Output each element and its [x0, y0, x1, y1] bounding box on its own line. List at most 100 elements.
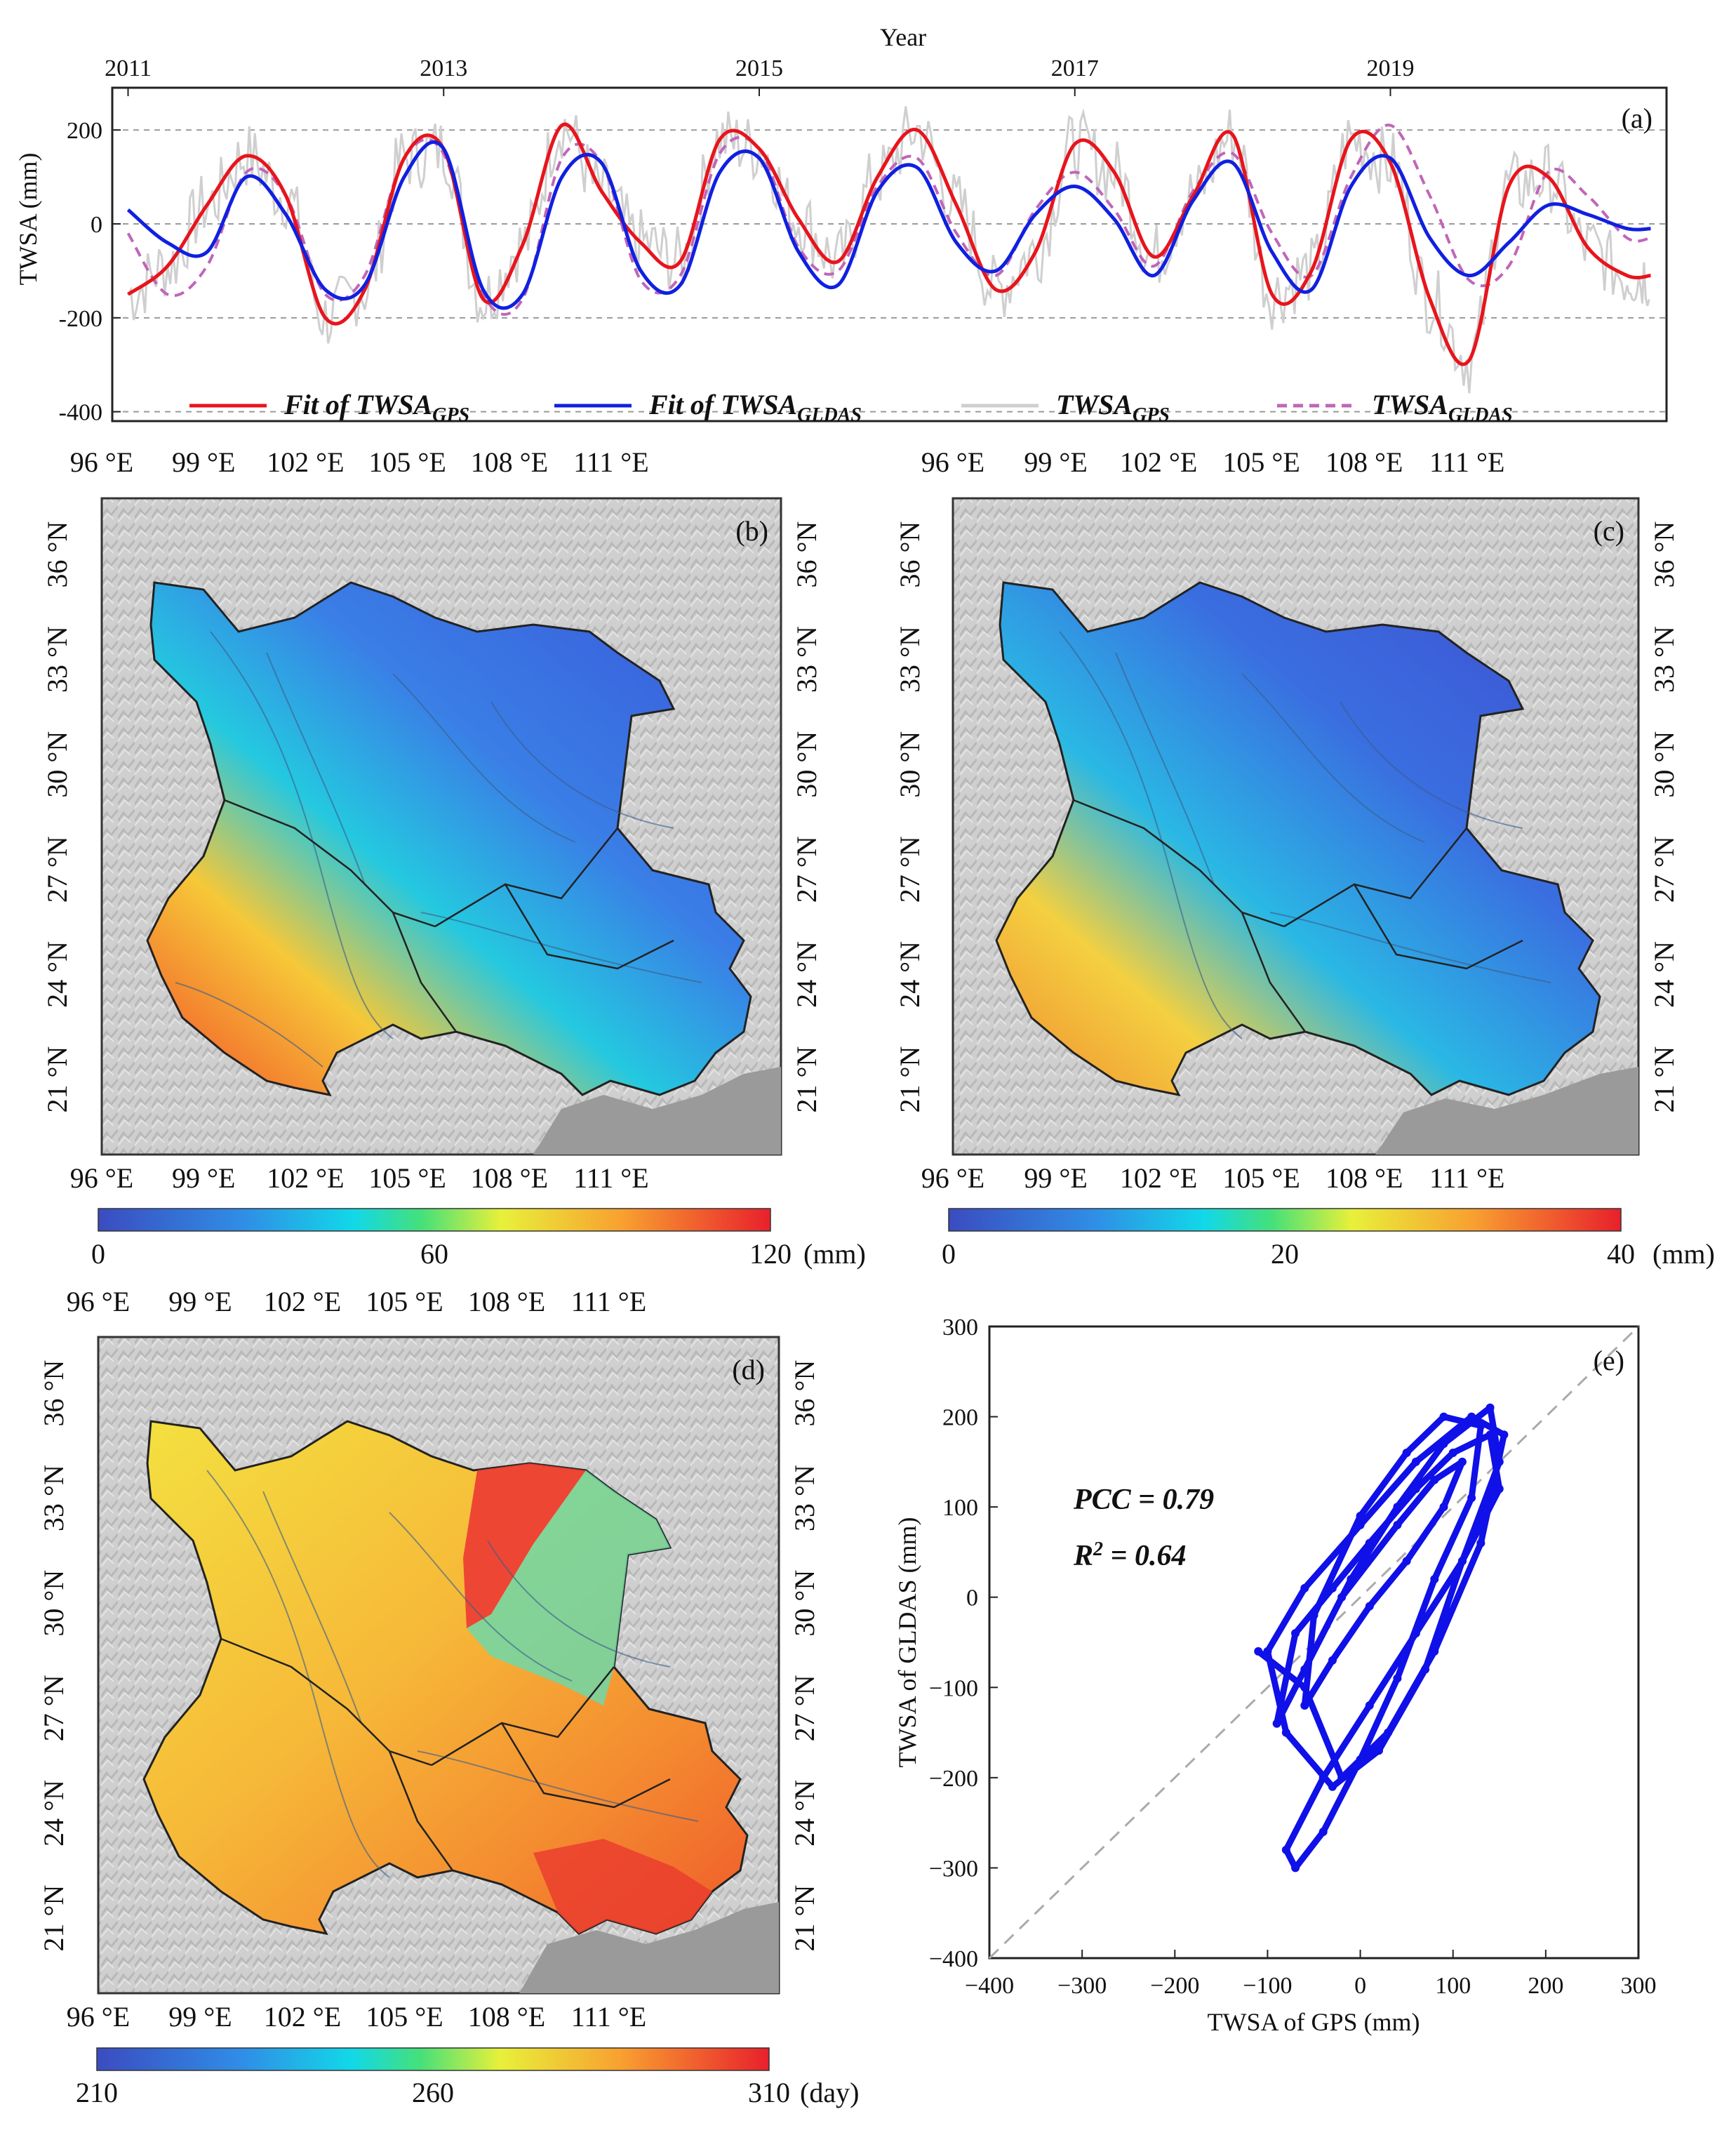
scatter-point	[1318, 1828, 1328, 1836]
x-tick-label: 100	[1435, 1973, 1471, 1999]
twsa-gldas-line	[126, 124, 1651, 316]
panel-a: Year 2011 2013 2015 2017 2019 200 0 -200 -400 T…	[14, 23, 1668, 426]
scatter-point	[1421, 1665, 1430, 1674]
latitude-tick-label: 33 °N	[791, 626, 822, 693]
colorbar-b-mid: 60	[420, 1238, 448, 1270]
colorbar-c-unit: (mm)	[1652, 1238, 1715, 1270]
longitude-tick-label: 96 °E	[921, 1162, 984, 1194]
map-d-lat-right-ticks: 36 °N 33 °N 30 °N 27 °N 24 °N 21 °N	[789, 1360, 820, 1952]
legend-item: TWSAGPS	[961, 389, 1170, 426]
panel-c-label: (c)	[1594, 515, 1624, 547]
scatter-point	[1254, 1647, 1263, 1656]
x-tick-label: −100	[1243, 1973, 1292, 1999]
panel-a-legend: Fit of TWSAGPS Fit of TWSA GLDAS TWSAGPS TWS…	[189, 389, 1513, 426]
longitude-tick-label: 99 °E	[172, 1162, 235, 1194]
panel-d-label: (d)	[732, 1354, 765, 1385]
longitude-tick-label: 99 °E	[1024, 1162, 1087, 1194]
year-tick-labels: 2011 2013 2015 2017 2019	[105, 55, 1414, 96]
colorbar-b-min: 0	[91, 1238, 105, 1270]
panel-e-xlabel: TWSA of GPS (mm)	[1207, 2008, 1420, 2036]
longitude-tick-label: 102 °E	[1120, 446, 1197, 478]
pcc-annotation: PCC = 0.79	[1073, 1484, 1214, 1516]
latitude-tick-label: 21 °N	[38, 1885, 69, 1952]
longitude-tick-label: 111 °E	[571, 1286, 646, 1317]
y-tick-label: −300	[929, 1856, 978, 1882]
scatter-point	[1411, 1457, 1420, 1466]
colorbar-d-max: 310	[748, 2077, 790, 2108]
latitude-tick-label: 27 °N	[789, 1675, 820, 1741]
latitude-tick-label: 24 °N	[1648, 941, 1680, 1008]
legend-label-main: TWSA	[1056, 389, 1133, 420]
scatter-point	[1495, 1484, 1504, 1494]
r2-annotation: R2 = 0.64	[1073, 1538, 1186, 1572]
legend-label-sub: GPS	[1133, 404, 1170, 426]
latitude-tick-label: 21 °N	[789, 1885, 820, 1952]
longitude-tick-label: 108 °E	[468, 1286, 545, 1317]
scatter-point	[1263, 1647, 1272, 1656]
panel-b-label: (b)	[735, 515, 768, 547]
map-b-rivers	[175, 631, 702, 1068]
colorbar-c-min: 0	[942, 1238, 956, 1270]
scatter-point	[1281, 1728, 1290, 1737]
longitude-tick-label: 96 °E	[921, 446, 984, 478]
latitude-tick-label: 21 °N	[41, 1046, 73, 1113]
scatter-point	[1476, 1538, 1485, 1548]
latitude-tick-label: 36 °N	[894, 521, 926, 588]
longitude-tick-label: 105 °E	[368, 1162, 446, 1194]
scatter-point	[1402, 1449, 1411, 1457]
longitude-tick-label: 105 °E	[366, 2001, 443, 2033]
scatter-point	[1328, 1782, 1337, 1791]
r2-value: = 0.64	[1103, 1540, 1186, 1572]
scatter-point	[1356, 1755, 1365, 1764]
year-tick-label: 2013	[420, 55, 467, 81]
colorbar-b	[98, 1208, 771, 1232]
scatter-point	[1448, 1449, 1457, 1457]
latitude-tick-label: 21 °N	[1648, 1046, 1680, 1113]
panel-a-frame	[111, 86, 1668, 423]
y-tick-label: 200	[942, 1405, 978, 1431]
scatter-point	[1476, 1421, 1485, 1430]
latitude-tick-label: 21 °N	[894, 1046, 926, 1113]
legend-item: Fit of TWSAGPS	[189, 389, 469, 426]
legend-label: TWSAGPS	[1056, 389, 1170, 426]
y-tick-label: −100	[929, 1675, 978, 1701]
scatter-point	[1411, 1629, 1420, 1638]
map-d-hotspot-south	[533, 1839, 712, 1934]
year-tick-label: 2017	[1051, 55, 1099, 81]
latitude-tick-label: 24 °N	[38, 1780, 69, 1847]
scatter-point	[1467, 1494, 1476, 1503]
y-tick-label: -200	[59, 306, 102, 332]
panel-e: −400 −300 −200 −100 0 100 200 300 300 200 100 0 −100…	[893, 1315, 1657, 2036]
latitude-tick-label: 27 °N	[38, 1675, 69, 1741]
scatter-point	[1467, 1412, 1476, 1421]
panel-e-label: (e)	[1594, 1345, 1624, 1376]
latitude-tick-label: 33 °N	[789, 1465, 820, 1531]
latitude-tick-label: 21 °N	[791, 1046, 822, 1113]
latitude-tick-label: 36 °N	[38, 1360, 69, 1427]
scatter-point	[1300, 1701, 1309, 1710]
longitude-tick-label: 96 °E	[67, 1286, 130, 1317]
scatter-point	[1430, 1475, 1439, 1484]
scatter-point	[1457, 1557, 1467, 1566]
legend-label-sub: GLDAS	[797, 404, 862, 426]
twsa-gps-raw-line	[127, 106, 1650, 394]
colorbar-d	[96, 2047, 770, 2071]
map-b-lon-bottom-ticks: 96 °E 99 °E 102 °E 105 °E 108 °E 111 °E	[70, 1162, 649, 1194]
y-tick-label: -400	[59, 400, 102, 426]
longitude-tick-label: 105 °E	[1222, 1162, 1300, 1194]
scatter-point	[1439, 1412, 1448, 1421]
panel-a-label: (a)	[1622, 102, 1652, 134]
panel-d: (d) 96 °E 99 °E 102 °E 105 °E 108 °E 111 °E 9…	[38, 1286, 859, 2108]
longitude-tick-label: 108 °E	[471, 1162, 548, 1194]
latitude-tick-label: 27 °N	[41, 836, 73, 903]
latitude-tick-label: 24 °N	[41, 941, 73, 1008]
scatter-point	[1291, 1629, 1300, 1638]
longitude-tick-label: 108 °E	[471, 446, 548, 478]
scatter-point	[1457, 1457, 1467, 1466]
longitude-tick-label: 105 °E	[368, 446, 446, 478]
longitude-tick-label: 102 °E	[1120, 1162, 1197, 1194]
scatter-point	[1328, 1656, 1337, 1665]
longitude-tick-label: 102 °E	[264, 1286, 341, 1317]
legend-label-main: Fit of TWSA	[283, 389, 432, 420]
r2-symbol: R	[1073, 1540, 1093, 1572]
